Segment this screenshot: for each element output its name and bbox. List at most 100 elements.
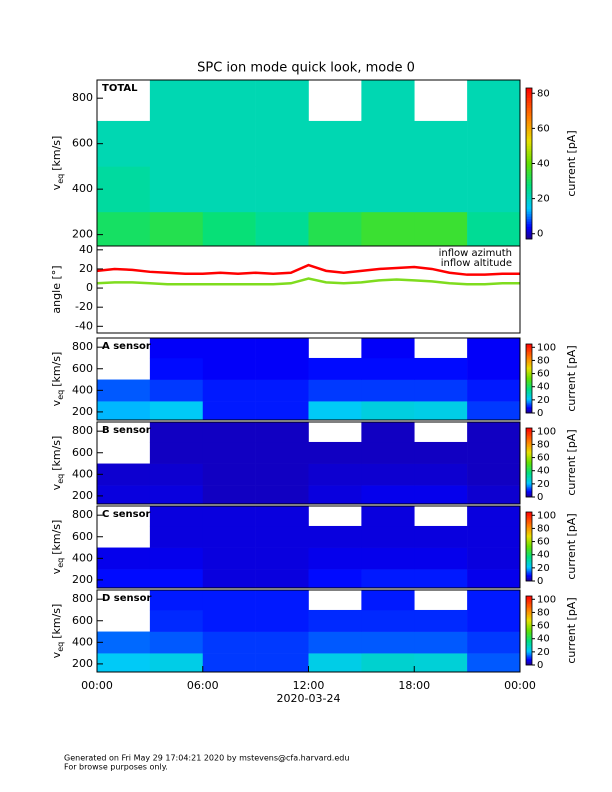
colorbar-segment — [526, 579, 532, 582]
colorbar-segment — [526, 392, 532, 394]
colorbar-segment — [526, 440, 532, 443]
colorbar-segment — [526, 98, 532, 101]
colorbar-segment — [526, 564, 532, 567]
colorbar-segment — [526, 383, 532, 385]
colorbar-segment — [526, 362, 532, 364]
heatmap-cell — [414, 485, 468, 505]
heatmap-cell — [467, 569, 521, 589]
heatmap-cell — [255, 653, 309, 673]
colorbar-segment — [526, 368, 532, 370]
heatmap-cell — [467, 441, 521, 464]
colorbar-segment — [526, 130, 532, 134]
colorbar-segment — [526, 556, 532, 559]
y-axis-label-sub: eq — [56, 390, 65, 400]
colorbar-segment — [526, 470, 532, 472]
heatmap-cell — [308, 379, 362, 402]
colorbar-segment — [526, 531, 532, 533]
colorbar-segment — [526, 656, 532, 659]
colorbar-segment — [526, 437, 532, 439]
heatmap-cell — [414, 441, 468, 464]
axes-frame — [96, 505, 521, 589]
heatmap-cell — [308, 357, 362, 380]
colorbar-segment — [526, 128, 532, 132]
heatmap-cell — [414, 357, 468, 380]
heatmap-cell — [255, 401, 309, 421]
series-line — [96, 263, 520, 276]
colorbar-segment — [526, 569, 532, 571]
y-tick-label: 200 — [72, 657, 93, 670]
colorbar-segment — [526, 441, 532, 444]
colorbar-segment — [526, 378, 532, 380]
colorbar-segment — [526, 543, 532, 545]
heatmap-cell — [97, 631, 151, 654]
colorbar-tick-label: 0 — [537, 229, 543, 240]
heatmap-cell — [467, 120, 521, 167]
colorbar-segment — [526, 123, 532, 127]
colorbar-segment — [526, 561, 532, 563]
y-tick-label: 200 — [72, 228, 93, 241]
heatmap-cell — [255, 525, 309, 548]
colorbar-tick-label: 60 — [537, 621, 550, 632]
colorbar-segment — [526, 553, 532, 555]
colorbar-segment — [526, 236, 532, 240]
colorbar-segment — [526, 638, 532, 640]
colorbar-segment — [526, 135, 532, 139]
heatmap-cell — [361, 379, 415, 402]
colorbar-segment — [526, 487, 532, 490]
colorbar-segment — [526, 652, 532, 654]
heatmap-cell — [255, 80, 309, 122]
colorbar-segment — [526, 455, 532, 458]
heatmap-cell — [149, 569, 204, 589]
colorbar-segment — [526, 429, 532, 431]
heatmap-cell — [414, 609, 468, 632]
colorbar-segment — [526, 370, 532, 372]
colorbar-segment — [526, 478, 532, 481]
colorbar-segment — [526, 143, 532, 147]
colorbar-segment — [526, 479, 532, 482]
colorbar-segment — [526, 555, 532, 558]
y-axis-label: veq [km/s] — [50, 604, 65, 659]
heatmap-cell — [255, 422, 309, 443]
heatmap-cell — [149, 525, 204, 548]
colorbar-segment — [526, 563, 532, 566]
colorbar-segment — [526, 522, 532, 524]
heatmap-cell — [414, 631, 468, 654]
y-tick-label: 200 — [72, 489, 93, 502]
colorbar-segment — [526, 517, 532, 520]
colorbar-segment — [526, 476, 532, 478]
heatmap-cell — [255, 631, 309, 654]
heatmap-cell — [467, 631, 521, 654]
heatmap-cell — [414, 547, 468, 570]
colorbar-segment — [526, 371, 532, 374]
heatmap-cell — [361, 166, 415, 213]
colorbar-segment — [526, 363, 532, 365]
heatmap — [97, 422, 521, 505]
colorbar-segment — [526, 191, 532, 194]
heatmap-cell — [414, 166, 468, 213]
heatmap-cell — [97, 379, 151, 402]
colorbar-tick-label: 40 — [537, 634, 550, 645]
heatmap-cell — [467, 379, 521, 402]
colorbar-segment — [526, 176, 532, 179]
y-axis-label-main: v — [50, 183, 63, 190]
colorbar-segment — [526, 562, 532, 565]
colorbar-segment — [526, 454, 532, 456]
colorbar-segment — [526, 539, 532, 542]
colorbar-segment — [526, 536, 532, 538]
heatmap-cell — [255, 211, 309, 247]
colorbar-segment — [526, 396, 532, 399]
colorbar-segment — [526, 203, 532, 207]
heatmap-cell — [149, 401, 204, 421]
chart-title: SPC ion mode quick look, mode 0 — [197, 61, 415, 76]
colorbar-tick-label: 20 — [537, 563, 550, 574]
colorbar-segment — [526, 381, 532, 384]
colorbar-segment — [526, 472, 532, 475]
colorbar-segment — [526, 571, 532, 574]
colorbar-label: current [pA] — [565, 513, 578, 579]
colorbar-segment — [526, 103, 532, 106]
footer-line: For browse purposes only. — [64, 763, 168, 772]
colorbar-segment — [526, 377, 532, 379]
colorbar-segment — [526, 398, 532, 400]
panel-label: A sensor — [102, 341, 151, 352]
